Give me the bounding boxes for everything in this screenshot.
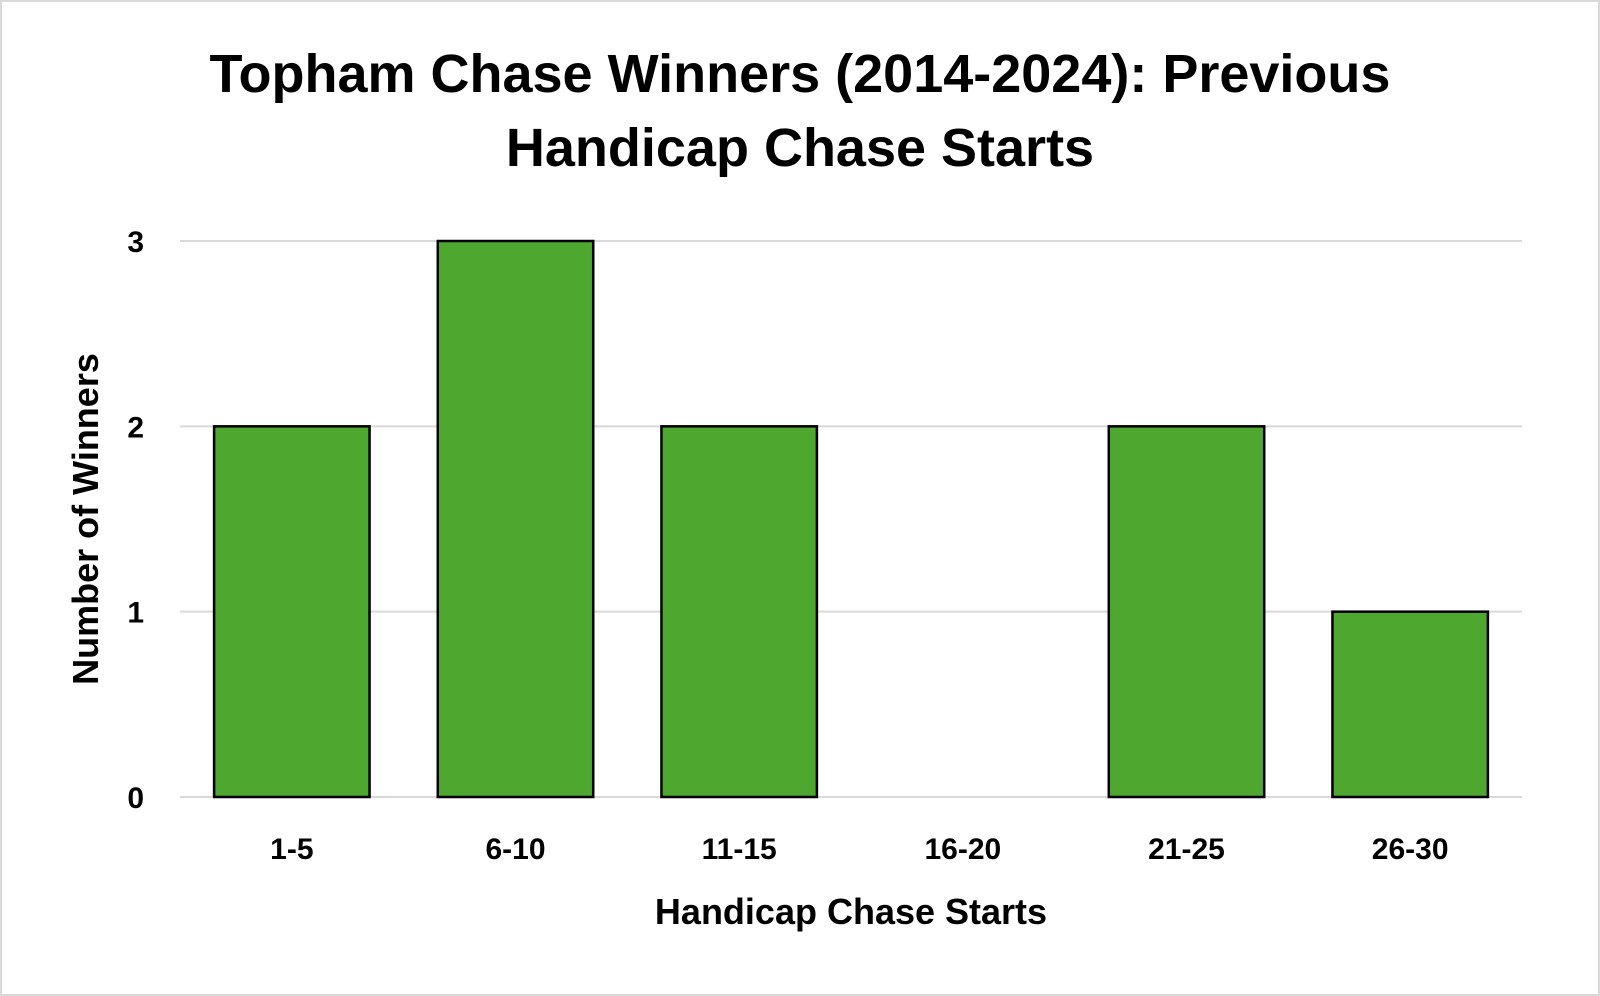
gridlines	[180, 240, 1522, 798]
y-tick-label: 1	[127, 597, 144, 630]
bar-21-25	[1107, 425, 1266, 799]
x-tick-label: 26-30	[1372, 833, 1449, 866]
y-axis-ticks: 0 1 2 3	[127, 226, 144, 815]
y-axis-title: Number of Winners	[65, 353, 106, 685]
bars	[212, 239, 1490, 799]
bar-6-10	[436, 239, 595, 799]
x-axis-title: Handicap Chase Starts	[655, 891, 1047, 932]
x-tick-label: 11-15	[702, 833, 777, 866]
bar-11-15	[660, 425, 819, 799]
y-tick-label: 0	[127, 782, 144, 815]
x-axis-ticks: 1-5 6-10 11-15 16-20 21-25 26-30	[270, 833, 1448, 866]
x-tick-label: 1-5	[270, 833, 313, 866]
y-tick-label: 3	[127, 226, 144, 259]
chart-title-line-1: Topham Chase Winners (2014-2024): Previo…	[209, 44, 1391, 104]
bar-26-30	[1331, 610, 1490, 799]
x-tick-label: 6-10	[485, 833, 545, 866]
chart-title-line-2: Handicap Chase Starts	[505, 118, 1095, 178]
x-tick-label: 21-25	[1148, 833, 1225, 866]
bar-1-5	[212, 425, 371, 799]
x-tick-label: 16-20	[924, 833, 1001, 866]
y-tick-label: 2	[127, 411, 144, 444]
